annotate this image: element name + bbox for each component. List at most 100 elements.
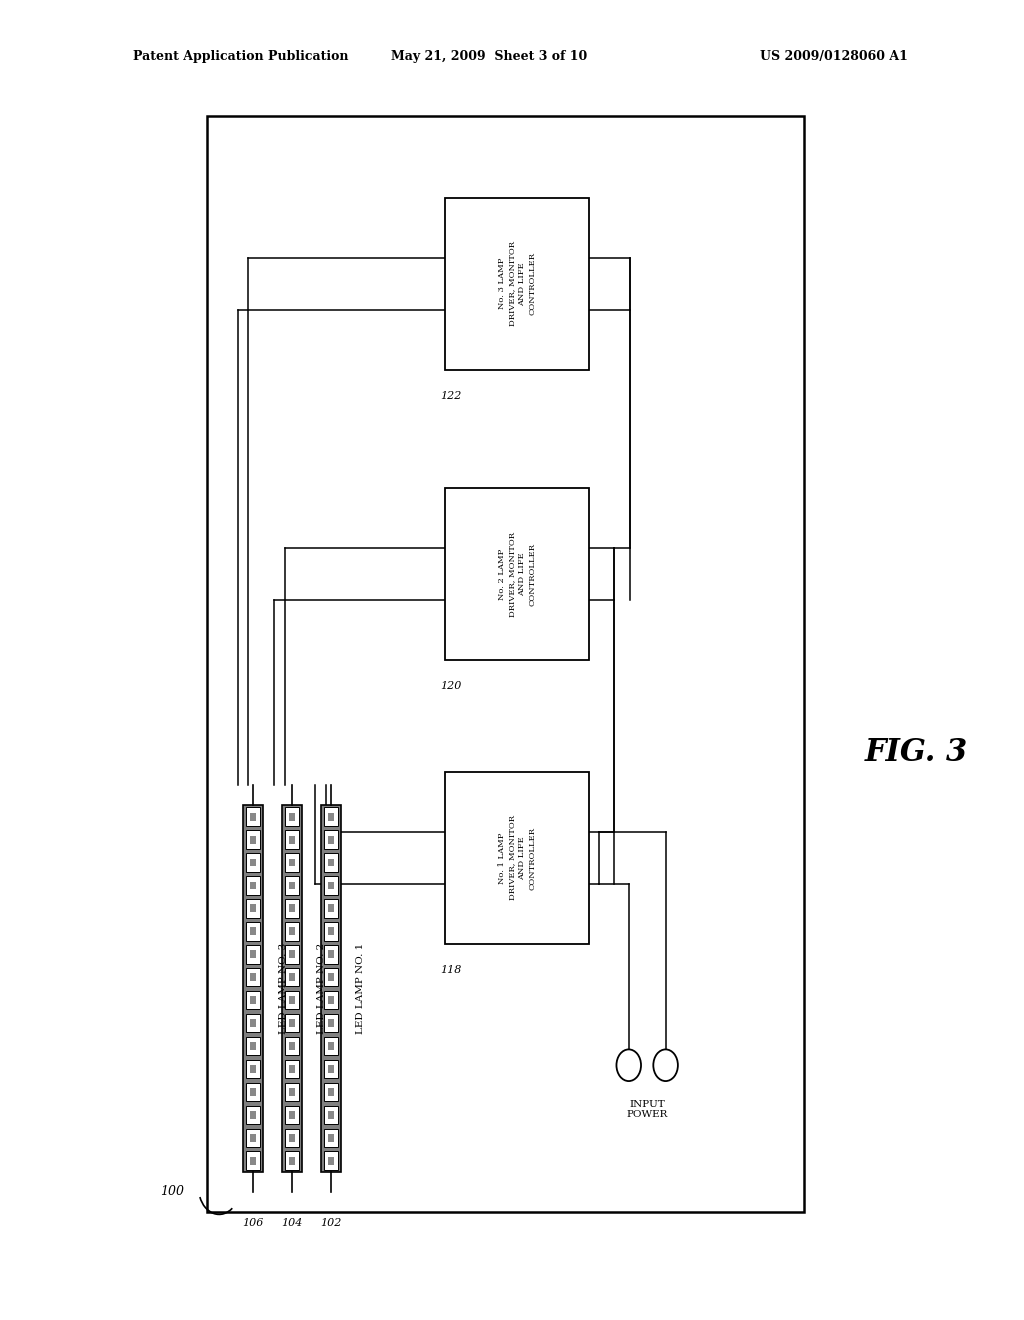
- Bar: [246, 945, 260, 964]
- Text: LED LAMP NO. 1: LED LAMP NO. 1: [356, 942, 366, 1035]
- Bar: [250, 1156, 256, 1164]
- Text: LED LAMP NO. 2: LED LAMP NO. 2: [317, 942, 327, 1035]
- Circle shape: [616, 1049, 641, 1081]
- Bar: [324, 991, 338, 1010]
- Bar: [246, 1036, 260, 1055]
- Bar: [289, 836, 295, 843]
- Bar: [328, 858, 334, 866]
- Bar: [250, 928, 256, 936]
- Text: US 2009/0128060 A1: US 2009/0128060 A1: [760, 50, 907, 63]
- Bar: [328, 1111, 334, 1119]
- Bar: [324, 899, 338, 917]
- Text: May 21, 2009  Sheet 3 of 10: May 21, 2009 Sheet 3 of 10: [391, 50, 588, 63]
- Bar: [328, 882, 334, 890]
- Bar: [285, 991, 299, 1010]
- Bar: [289, 950, 295, 958]
- Bar: [246, 1106, 260, 1125]
- Bar: [250, 858, 256, 866]
- Bar: [289, 973, 295, 981]
- Bar: [285, 853, 299, 871]
- Bar: [285, 1060, 299, 1078]
- Bar: [246, 968, 260, 986]
- Bar: [328, 973, 334, 981]
- Bar: [328, 813, 334, 821]
- Bar: [285, 1082, 299, 1101]
- Bar: [246, 808, 260, 826]
- Bar: [324, 808, 338, 826]
- Bar: [289, 1041, 295, 1049]
- Bar: [289, 904, 295, 912]
- Bar: [324, 1036, 338, 1055]
- Bar: [246, 923, 260, 941]
- Text: Patent Application Publication: Patent Application Publication: [133, 50, 348, 63]
- Bar: [246, 1151, 260, 1170]
- Bar: [246, 991, 260, 1010]
- Circle shape: [653, 1049, 678, 1081]
- Bar: [285, 1129, 299, 1147]
- Bar: [324, 1151, 338, 1170]
- Bar: [289, 928, 295, 936]
- Bar: [324, 1060, 338, 1078]
- Bar: [246, 1129, 260, 1147]
- Bar: [285, 899, 299, 917]
- Bar: [328, 1134, 334, 1142]
- Bar: [289, 1111, 295, 1119]
- Bar: [250, 882, 256, 890]
- Bar: [243, 805, 263, 1172]
- Bar: [207, 116, 804, 1212]
- Bar: [324, 923, 338, 941]
- Bar: [289, 882, 295, 890]
- Bar: [328, 950, 334, 958]
- Bar: [250, 1041, 256, 1049]
- Bar: [324, 1014, 338, 1032]
- Bar: [321, 805, 341, 1172]
- Bar: [324, 876, 338, 895]
- Text: 118: 118: [440, 965, 462, 975]
- Bar: [328, 1156, 334, 1164]
- Bar: [289, 813, 295, 821]
- Bar: [250, 836, 256, 843]
- Text: No. 2 LAMP
DRIVER, MONITOR
AND LIFE
CONTROLLER: No. 2 LAMP DRIVER, MONITOR AND LIFE CONT…: [498, 532, 537, 616]
- Bar: [246, 876, 260, 895]
- Bar: [289, 997, 295, 1005]
- Text: FIG. 3: FIG. 3: [865, 737, 968, 768]
- Bar: [246, 1082, 260, 1101]
- Bar: [328, 1088, 334, 1096]
- Bar: [246, 1014, 260, 1032]
- Bar: [324, 945, 338, 964]
- Text: INPUT
POWER: INPUT POWER: [627, 1100, 668, 1119]
- Bar: [328, 997, 334, 1005]
- Bar: [328, 1065, 334, 1073]
- Bar: [246, 853, 260, 871]
- Text: No. 3 LAMP
DRIVER, MONITOR
AND LIFE
CONTROLLER: No. 3 LAMP DRIVER, MONITOR AND LIFE CONT…: [498, 242, 537, 326]
- Bar: [328, 836, 334, 843]
- Bar: [289, 1156, 295, 1164]
- Text: 106: 106: [243, 1218, 263, 1229]
- Bar: [250, 997, 256, 1005]
- Bar: [328, 1041, 334, 1049]
- Bar: [285, 830, 299, 849]
- Bar: [250, 1065, 256, 1073]
- Bar: [285, 1106, 299, 1125]
- Bar: [250, 1019, 256, 1027]
- Bar: [250, 813, 256, 821]
- Bar: [324, 1082, 338, 1101]
- Text: 100: 100: [161, 1185, 184, 1199]
- Bar: [285, 876, 299, 895]
- Bar: [324, 1106, 338, 1125]
- Bar: [282, 805, 302, 1172]
- Bar: [445, 488, 589, 660]
- Bar: [250, 950, 256, 958]
- Bar: [246, 1060, 260, 1078]
- Bar: [285, 968, 299, 986]
- Bar: [324, 830, 338, 849]
- Text: LED LAMP NO. 3: LED LAMP NO. 3: [279, 942, 288, 1035]
- Bar: [289, 1065, 295, 1073]
- Text: No. 1 LAMP
DRIVER, MONITOR
AND LIFE
CONTROLLER: No. 1 LAMP DRIVER, MONITOR AND LIFE CONT…: [498, 816, 537, 900]
- Bar: [250, 1111, 256, 1119]
- Bar: [289, 858, 295, 866]
- Text: 120: 120: [440, 681, 462, 692]
- Bar: [285, 1151, 299, 1170]
- Text: 122: 122: [440, 391, 462, 401]
- Bar: [445, 198, 589, 370]
